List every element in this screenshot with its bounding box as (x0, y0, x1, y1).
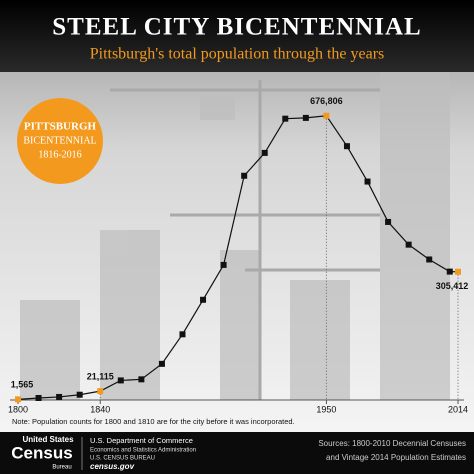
logo-text: United States (22, 435, 74, 444)
data-label: 676,806 (310, 96, 343, 106)
data-point (179, 331, 186, 338)
x-tick-label: 1840 (90, 404, 110, 414)
note: Note: Population counts for 1800 and 181… (12, 417, 295, 426)
data-point (35, 394, 42, 401)
x-tick-label: 1800 (8, 404, 28, 414)
agency-text: census.gov (90, 462, 135, 471)
data-point (158, 360, 165, 367)
badge-line: PITTSBURGH (24, 121, 97, 133)
sources-text: and Vintage 2014 Population Estimates (326, 453, 466, 462)
agency-text: Economics and Statistics Administration (90, 448, 196, 454)
data-point (261, 149, 268, 156)
data-point (455, 268, 461, 275)
data-label: 1,565 (11, 380, 34, 390)
data-point (385, 218, 392, 225)
data-point (56, 393, 63, 400)
agency-text: U.S. Department of Commerce (90, 436, 193, 445)
data-point (117, 377, 124, 384)
data-point (282, 115, 289, 122)
data-point (97, 388, 104, 395)
data-label: 305,412 (436, 281, 469, 291)
header-band (0, 0, 474, 72)
logo-text: Bureau (52, 465, 71, 471)
data-label: 21,115 (87, 372, 114, 382)
data-point (364, 178, 371, 185)
data-point (343, 143, 350, 150)
sources-text: Sources: 1800-2010 Decennial Censuses (318, 439, 466, 448)
data-point (138, 376, 145, 383)
logo-text: Census (11, 443, 72, 462)
x-tick-label: 1950 (316, 404, 336, 414)
x-tick-label: 2014 (448, 404, 468, 414)
badge-line: BICENTENNIAL (23, 135, 96, 146)
data-point (76, 391, 83, 398)
data-point (426, 256, 433, 263)
skyline-decoration (20, 70, 450, 400)
chart-subtitle: Pittsburgh's total population through th… (90, 46, 385, 63)
chart-title: STEEL CITY BICENTENNIAL (52, 14, 421, 41)
data-point (446, 268, 453, 275)
data-point (302, 114, 309, 121)
crane-decoration (110, 80, 380, 400)
data-point (405, 241, 412, 248)
data-point (323, 112, 330, 119)
agency-text: U.S. CENSUS BUREAU (90, 456, 155, 462)
data-point (220, 261, 227, 268)
badge-line: 1816-2016 (38, 149, 81, 160)
footer-band (0, 432, 474, 474)
badge (17, 98, 103, 184)
data-point (200, 296, 207, 303)
data-point (15, 396, 21, 403)
data-point (241, 172, 248, 179)
